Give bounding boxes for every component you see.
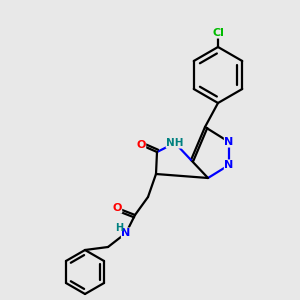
- Text: N: N: [122, 228, 130, 238]
- Text: O: O: [136, 140, 146, 150]
- Text: NH: NH: [166, 138, 184, 148]
- Text: N: N: [224, 137, 234, 147]
- Text: H: H: [115, 223, 123, 233]
- Text: Cl: Cl: [212, 28, 224, 38]
- Text: O: O: [112, 203, 122, 213]
- Text: N: N: [224, 160, 234, 170]
